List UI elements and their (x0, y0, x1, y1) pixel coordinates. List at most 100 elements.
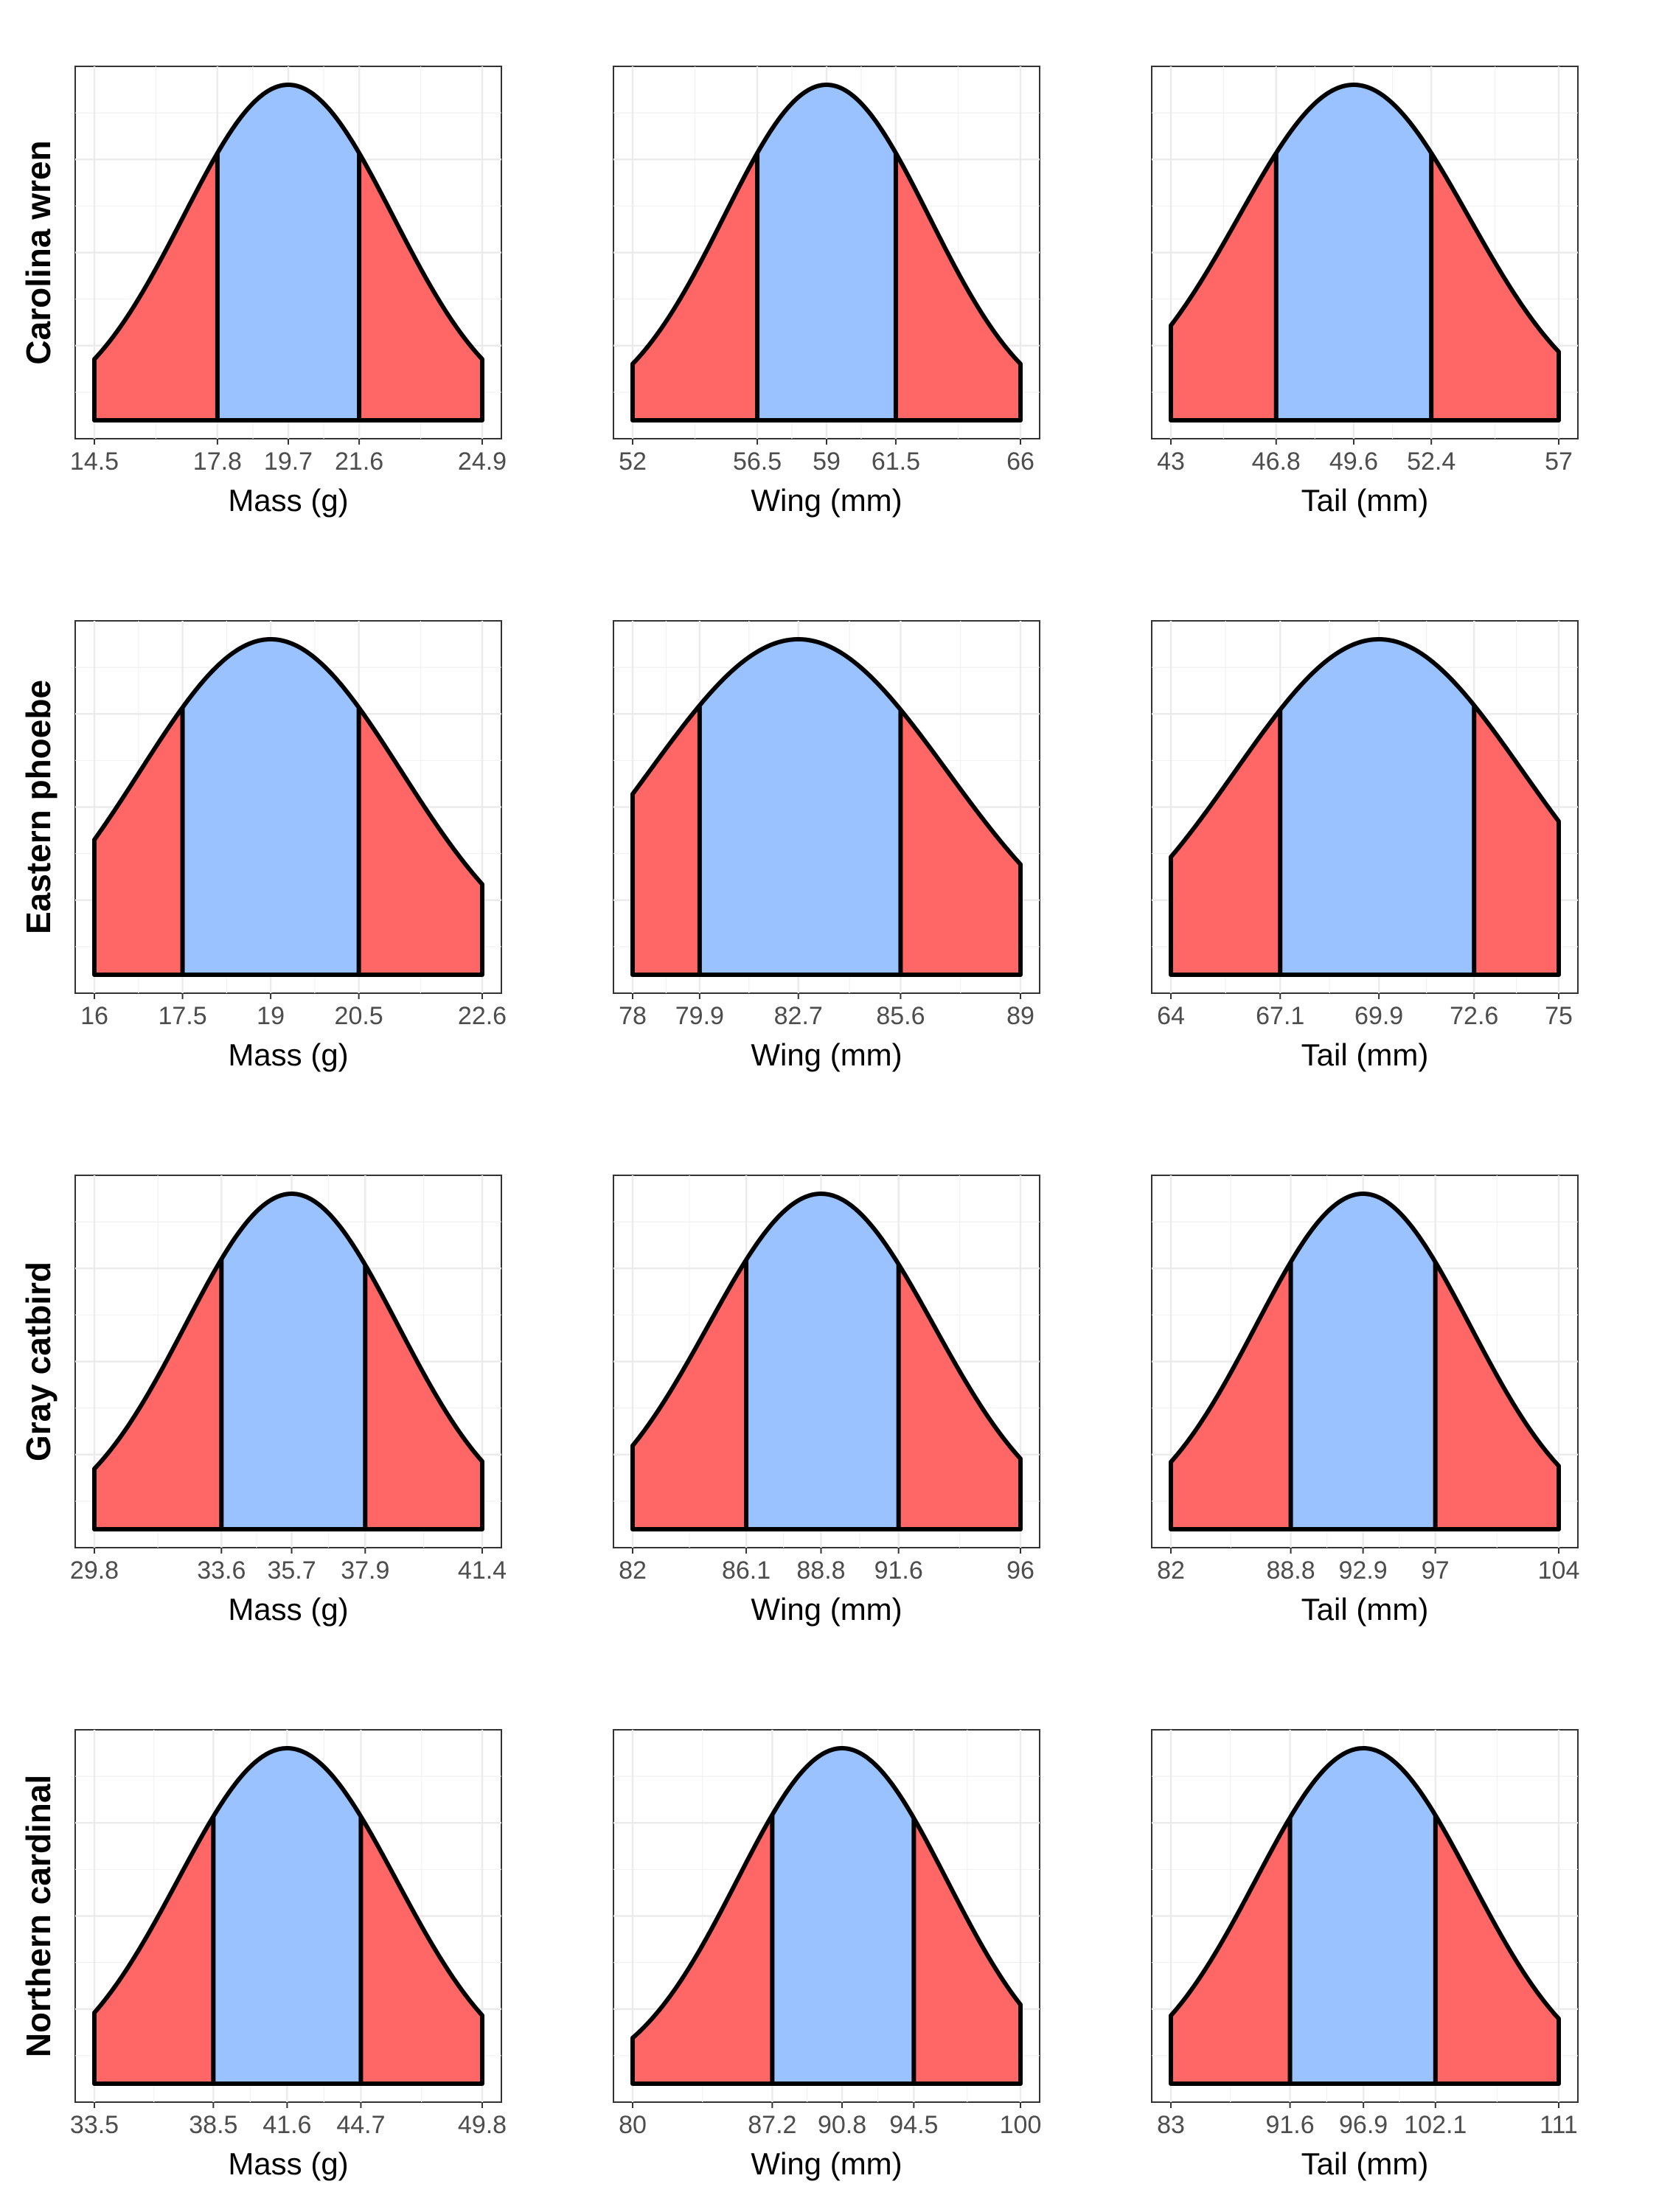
x-axis-title: Wing (mm) (751, 1037, 902, 1072)
upper-tail-area (1435, 1262, 1559, 1529)
central-area (217, 85, 360, 420)
x-tick-label: 100 (1000, 2111, 1042, 2139)
panel-northern-cardinal-tail: 83 91.6 96.9 102.1 111 Tail (mm) (1151, 1729, 1579, 2181)
x-tick-label: 19.7 (264, 448, 313, 476)
lower-tail-area (1171, 153, 1276, 420)
x-tick-label: 91.6 (874, 1557, 923, 1585)
x-tick-label: 94.5 (889, 2111, 938, 2139)
panel-gray-catbird-tail: 82 88.8 92.9 97 104 Tail (mm) (1151, 1175, 1580, 1627)
x-axis-title: Tail (mm) (1301, 483, 1429, 518)
panel-carolina-wren-mass: 14.5 17.8 19.7 21.6 24.9 Mass (g) (70, 66, 507, 518)
row-label-carolina-wren: Carolina wren (19, 140, 58, 364)
x-tick-label: 46.8 (1252, 448, 1301, 476)
x-tick-label: 86.1 (722, 1557, 771, 1585)
x-tick-label: 111 (1540, 2111, 1578, 2139)
central-area (1280, 639, 1475, 975)
x-tick-label: 87.2 (748, 2111, 796, 2139)
x-tick-label: 33.5 (70, 2111, 119, 2139)
x-tick-label: 52.4 (1407, 448, 1455, 476)
x-axis-title: Tail (mm) (1301, 2146, 1429, 2181)
central-area (221, 1194, 366, 1529)
x-tick-label: 82 (619, 1557, 647, 1585)
x-tick-label: 82 (1157, 1557, 1185, 1585)
panel-carolina-wren-tail: 43 46.8 49.6 52.4 57 Tail (mm) (1151, 66, 1579, 518)
panel-gray-catbird-mass: 29.8 33.6 35.7 37.9 41.4 Mass (g) (70, 1175, 507, 1627)
density-curve (1169, 83, 1561, 422)
x-tick-label: 85.6 (876, 1002, 925, 1030)
x-tick-label: 37.9 (341, 1557, 389, 1585)
upper-tail-area (914, 1818, 1020, 2084)
row-label-eastern-phoebe: Eastern phoebe (19, 680, 58, 934)
central-area (182, 639, 359, 975)
x-tick-label: 24.9 (458, 448, 507, 476)
central-area (772, 1748, 914, 2084)
x-tick-label: 88.8 (1266, 1557, 1315, 1585)
x-tick-label: 64 (1157, 1002, 1185, 1030)
x-tick-label: 104 (1538, 1557, 1580, 1585)
x-tick-label: 56.5 (733, 448, 782, 476)
density-curve (630, 1192, 1023, 1531)
x-tick-label: 21.6 (335, 448, 383, 476)
x-tick-label: 43 (1157, 448, 1185, 476)
x-axis-title: Wing (mm) (751, 483, 902, 518)
x-tick-label: 57 (1545, 448, 1573, 476)
x-tick-label: 79.9 (675, 1002, 724, 1030)
x-tick-label: 82.7 (774, 1002, 823, 1030)
central-area (746, 1194, 899, 1529)
x-tick-label: 61.5 (872, 448, 920, 476)
x-tick-label: 19 (257, 1002, 285, 1030)
x-tick-label: 83 (1157, 2111, 1185, 2139)
x-tick-label: 29.8 (70, 1557, 119, 1585)
central-area (213, 1748, 361, 2084)
density-curve (92, 1192, 484, 1531)
panel-eastern-phoebe-wing: 78 79.9 82.7 85.6 89 Wing (mm) (613, 620, 1040, 1072)
x-tick-label: 38.5 (189, 2111, 237, 2139)
central-area (1290, 1748, 1436, 2084)
upper-tail-area (359, 153, 482, 420)
x-tick-label: 14.5 (70, 448, 119, 476)
lower-tail-area (94, 1259, 222, 1529)
x-tick-label: 35.7 (267, 1557, 316, 1585)
x-axis-title: Wing (mm) (751, 1592, 902, 1627)
panel-carolina-wren-wing: 52 56.5 59 61.5 66 Wing (mm) (613, 66, 1040, 518)
x-tick-label: 16 (80, 1002, 108, 1030)
x-tick-label: 75 (1545, 1002, 1573, 1030)
density-curve (630, 83, 1023, 422)
x-tick-label: 66 (1006, 448, 1034, 476)
x-tick-label: 67.1 (1256, 1002, 1304, 1030)
x-tick-label: 59 (813, 448, 841, 476)
x-tick-label: 49.6 (1329, 448, 1378, 476)
x-tick-label: 41.6 (262, 2111, 311, 2139)
x-tick-label: 96 (1006, 1557, 1034, 1585)
x-axis-title: Tail (mm) (1301, 1037, 1429, 1072)
panel-northern-cardinal-mass: 33.5 38.5 41.6 44.7 49.8 Mass (g) (70, 1729, 507, 2181)
density-curve (1169, 1192, 1561, 1531)
upper-tail-area (898, 1264, 1020, 1529)
x-tick-label: 90.8 (818, 2111, 866, 2139)
upper-tail-area (361, 1816, 482, 2084)
row-label-northern-cardinal: Northern cardinal (19, 1775, 58, 2057)
x-tick-label: 44.7 (336, 2111, 385, 2139)
x-tick-label: 96.9 (1339, 2111, 1388, 2139)
x-axis-title: Tail (mm) (1301, 1592, 1429, 1627)
upper-tail-area (358, 707, 482, 975)
x-axis-title: Mass (g) (228, 1592, 348, 1627)
x-tick-label: 88.8 (796, 1557, 845, 1585)
x-axis-title: Mass (g) (228, 1037, 348, 1072)
lower-tail-area (633, 1259, 747, 1529)
lower-tail-area (1171, 1818, 1290, 2084)
x-tick-label: 17.5 (158, 1002, 206, 1030)
upper-tail-area (365, 1265, 482, 1529)
central-area (699, 639, 901, 975)
panel-eastern-phoebe-tail: 64 67.1 69.9 72.6 75 Tail (mm) (1151, 620, 1579, 1072)
central-area (757, 85, 896, 420)
panel-northern-cardinal-wing: 80 87.2 90.8 94.5 100 Wing (mm) (613, 1729, 1042, 2181)
x-tick-label: 89 (1006, 1002, 1034, 1030)
x-tick-label: 92.9 (1339, 1557, 1388, 1585)
x-tick-label: 49.8 (458, 2111, 507, 2139)
x-tick-label: 91.6 (1265, 2111, 1314, 2139)
x-tick-label: 22.6 (458, 1002, 507, 1030)
density-curve (92, 637, 484, 977)
x-tick-label: 72.6 (1450, 1002, 1498, 1030)
